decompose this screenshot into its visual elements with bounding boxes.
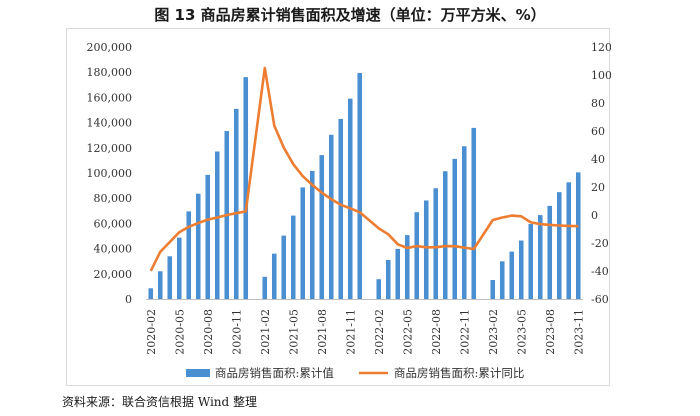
x-tick-label: 2021-08: [316, 309, 329, 355]
x-tick-label: 2020-11: [230, 309, 243, 355]
bar: [528, 224, 534, 299]
source-note: 资料来源：联合资信根据 Wind 整理: [62, 395, 258, 409]
bar: [148, 288, 154, 299]
bar: [347, 98, 353, 299]
bar: [566, 182, 572, 299]
y-left-tick-label: 0: [125, 293, 132, 306]
bar: [414, 212, 420, 299]
y-left-tick-label: 40,000: [94, 243, 133, 256]
bar: [338, 118, 344, 299]
y-left-tick-label: 140,000: [87, 117, 133, 130]
y-right-tick-label: -40: [591, 265, 609, 278]
y-left-tick-label: 60,000: [94, 217, 133, 230]
bar: [309, 170, 315, 299]
y-left-tick-label: 100,000: [87, 167, 133, 180]
bar: [385, 259, 391, 299]
bar: [205, 174, 211, 299]
bar: [243, 77, 249, 299]
y-left-tick-label: 180,000: [87, 66, 133, 79]
x-tick-label: 2020-05: [173, 309, 186, 355]
x-tick-label: 2020-08: [202, 309, 215, 355]
bar: [300, 187, 306, 299]
x-tick-label: 2021-05: [287, 309, 300, 355]
bar: [233, 108, 239, 299]
bar: [461, 146, 467, 299]
bar: [157, 271, 163, 299]
y-right-tick-label: 120: [591, 41, 611, 54]
bar: [471, 127, 477, 299]
bar: [195, 193, 201, 299]
x-tick-label: 2023-11: [572, 309, 585, 355]
bar: [395, 248, 401, 299]
bar: [214, 151, 220, 299]
y-right-tick-label: 80: [591, 97, 605, 110]
bar: [518, 240, 524, 299]
bar: [281, 235, 287, 299]
x-tick-label: 2022-05: [401, 309, 414, 355]
y-right-tick-label: 0: [591, 209, 598, 222]
bar: [509, 251, 515, 299]
y-left-tick-label: 200,000: [87, 41, 133, 54]
y-left-tick-label: 20,000: [94, 268, 133, 281]
x-tick-label: 2022-02: [373, 309, 386, 355]
bar: [376, 279, 382, 299]
bar: [357, 72, 363, 300]
bar: [537, 215, 543, 299]
bar: [433, 188, 439, 299]
y-right-tick-label: -60: [591, 293, 609, 306]
bar: [186, 211, 192, 299]
x-tick-label: 2022-08: [430, 309, 443, 355]
bar: [556, 192, 562, 299]
combo-chart: 0 20,000 40,000 60,000 80,000 100,000 120,000 1…: [87, 41, 612, 380]
x-tick-label: 2022-11: [458, 309, 471, 355]
y-right-tick-label: 60: [591, 125, 605, 138]
y-right-tick-label: -20: [591, 237, 609, 250]
x-tick-label: 2020-02: [145, 309, 158, 355]
y-left-tick-label: 160,000: [87, 91, 133, 104]
y-left-tick-label: 80,000: [94, 192, 133, 205]
bar: [423, 200, 429, 299]
y-left-tick-label: 120,000: [87, 142, 133, 155]
figure-title: 图 13 商品房累计销售面积及增速（单位：万平方米、%）: [154, 6, 546, 24]
bar: [290, 215, 296, 299]
bar: [328, 134, 334, 299]
y-right-tick-label: 100: [591, 69, 611, 82]
y-right-tick-label: 20: [591, 181, 605, 194]
legend-line-label: 商品房销售面积:累计同比: [394, 366, 524, 380]
bar: [547, 205, 553, 299]
bar: [452, 158, 458, 299]
bar: [176, 237, 182, 299]
bar: [271, 253, 277, 299]
x-tick-label: 2021-11: [344, 309, 357, 355]
bar: [167, 256, 173, 299]
legend-bar-swatch: [186, 369, 210, 377]
bar: [575, 172, 581, 299]
x-tick-label: 2023-05: [515, 309, 528, 355]
x-tick-label: 2023-08: [544, 309, 557, 355]
bar: [499, 261, 505, 299]
series-line: [149, 66, 579, 272]
x-tick-label: 2021-02: [259, 309, 272, 355]
y-right-tick-label: 40: [591, 153, 605, 166]
bar: [262, 276, 268, 299]
bar: [442, 171, 448, 299]
bar: [404, 235, 410, 299]
bar: [490, 279, 496, 299]
legend-bar-label: 商品房销售面积:累计值: [215, 366, 334, 380]
x-tick-label: 2023-02: [487, 309, 500, 355]
bar: [319, 155, 325, 299]
chart-frame: 0 20,000 40,000 60,000 80,000 100,000 120,000 1…: [66, 28, 612, 386]
